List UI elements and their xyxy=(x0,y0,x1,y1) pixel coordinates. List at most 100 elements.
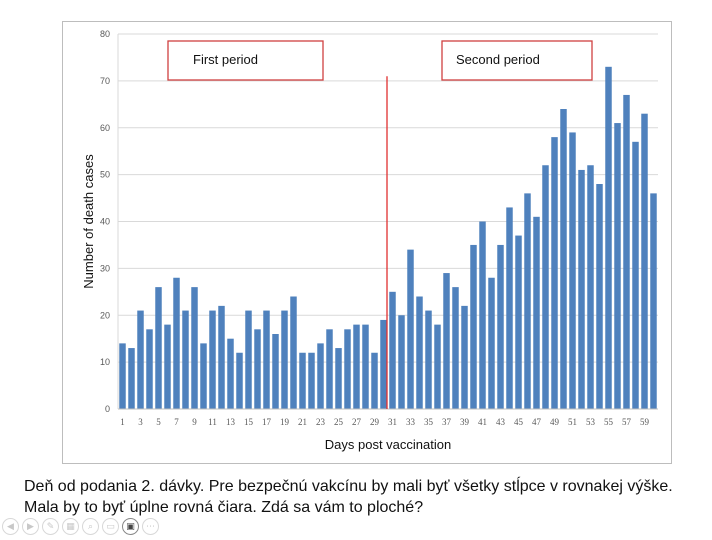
bar-day-46 xyxy=(524,193,531,409)
bar-day-3 xyxy=(137,310,144,409)
zoom-icon: ⌕ xyxy=(87,521,94,532)
x-tick-label: 11 xyxy=(208,417,217,427)
bar-day-40 xyxy=(470,244,477,409)
y-tick-label: 40 xyxy=(100,217,110,227)
bar-day-53 xyxy=(587,165,594,409)
bar-day-15 xyxy=(245,310,252,409)
bar-day-23 xyxy=(317,343,324,409)
more-options-button[interactable]: ⋯ xyxy=(142,518,159,535)
bar-day-14 xyxy=(236,352,243,409)
x-tick-label: 15 xyxy=(244,417,254,427)
bar-day-24 xyxy=(326,329,333,409)
camera-icon: ▣ xyxy=(126,521,135,532)
bar-day-31 xyxy=(389,291,396,409)
x-tick-label: 31 xyxy=(388,417,397,427)
presentation-toolbar: ◀ ▶ ✎ ▦ ⌕ ▭ ▣ ⋯ xyxy=(2,518,159,535)
bar-day-30 xyxy=(380,319,387,409)
bar-day-25 xyxy=(335,348,342,409)
bar-day-1 xyxy=(119,343,126,409)
x-tick-label: 39 xyxy=(460,417,470,427)
bar-day-20 xyxy=(290,296,297,409)
x-tick-label: 9 xyxy=(192,417,197,427)
subtitles-button[interactable]: ▭ xyxy=(102,518,119,535)
x-tick-label: 59 xyxy=(640,417,650,427)
annotation-box xyxy=(441,40,593,81)
x-tick-label: 17 xyxy=(262,417,272,427)
x-tick-label: 21 xyxy=(298,417,307,427)
bar-day-4 xyxy=(146,329,153,409)
x-tick-label: 45 xyxy=(514,417,524,427)
x-tick-label: 5 xyxy=(156,417,161,427)
bar-day-56 xyxy=(614,123,621,409)
bar-day-19 xyxy=(281,310,288,409)
bar-day-22 xyxy=(308,352,315,409)
slide-caption: Deň od podania 2. dávky. Pre bezpečnú va… xyxy=(24,476,673,518)
bar-day-59 xyxy=(641,113,648,409)
bar-day-52 xyxy=(578,169,585,409)
subtitles-icon: ▭ xyxy=(106,521,115,532)
previous-slide-button[interactable]: ◀ xyxy=(2,518,19,535)
x-tick-label: 3 xyxy=(138,417,143,427)
bar-day-32 xyxy=(398,315,405,409)
x-tick-label: 25 xyxy=(334,417,344,427)
bar-day-55 xyxy=(605,66,612,409)
second-period-label: Second period xyxy=(456,52,540,67)
bar-day-36 xyxy=(434,324,441,409)
camera-button[interactable]: ▣ xyxy=(122,518,139,535)
x-tick-label: 53 xyxy=(586,417,596,427)
bar-day-45 xyxy=(515,235,522,409)
bar-day-58 xyxy=(632,141,639,409)
x-tick-label: 37 xyxy=(442,417,452,427)
bar-day-7 xyxy=(173,277,180,409)
x-tick-label: 29 xyxy=(370,417,380,427)
y-tick-label: 70 xyxy=(100,76,110,86)
bar-day-51 xyxy=(569,132,576,409)
y-tick-label: 0 xyxy=(105,404,110,414)
y-tick-label: 60 xyxy=(100,123,110,133)
x-tick-label: 51 xyxy=(568,417,577,427)
y-tick-label: 30 xyxy=(100,263,110,273)
y-tick-label: 80 xyxy=(100,29,110,39)
bar-day-5 xyxy=(155,287,162,409)
x-tick-label: 47 xyxy=(532,417,542,427)
bar-day-47 xyxy=(533,216,540,409)
x-tick-label: 7 xyxy=(174,417,179,427)
bar-day-37 xyxy=(443,273,450,409)
y-tick-label: 10 xyxy=(100,357,110,367)
next-slide-button[interactable]: ▶ xyxy=(22,518,39,535)
slides-icon: ▦ xyxy=(66,521,75,532)
bar-day-9 xyxy=(191,287,198,409)
x-tick-label: 27 xyxy=(352,417,362,427)
bar-day-18 xyxy=(272,334,279,409)
x-tick-label: 55 xyxy=(604,417,614,427)
bar-day-13 xyxy=(227,338,234,409)
previous-icon: ◀ xyxy=(7,521,14,532)
more-icon: ⋯ xyxy=(146,521,155,532)
y-axis-title: Number of death cases xyxy=(81,154,96,289)
bar-day-11 xyxy=(209,310,216,409)
bar-day-39 xyxy=(461,305,468,409)
bar-day-41 xyxy=(479,221,486,409)
zoom-button[interactable]: ⌕ xyxy=(82,518,99,535)
first-period-label: First period xyxy=(193,52,258,67)
bar-day-26 xyxy=(344,329,351,409)
x-tick-label: 23 xyxy=(316,417,326,427)
bar-day-50 xyxy=(560,109,567,409)
annotation-box xyxy=(167,40,324,81)
y-tick-label: 20 xyxy=(100,310,110,320)
x-axis-title: Days post vaccination xyxy=(325,437,451,452)
bar-day-2 xyxy=(128,348,135,409)
bar-day-57 xyxy=(623,94,630,409)
bar-day-49 xyxy=(551,137,558,409)
caption-line-2: Mala by to byť úplne rovná čiara. Zdá sa… xyxy=(24,499,424,516)
bar-day-16 xyxy=(254,329,261,409)
bar-day-35 xyxy=(425,310,432,409)
bar-day-29 xyxy=(371,352,378,409)
all-slides-button[interactable]: ▦ xyxy=(62,518,79,535)
pen-button[interactable]: ✎ xyxy=(42,518,59,535)
bar-day-8 xyxy=(182,310,189,409)
bar-day-44 xyxy=(506,207,513,409)
bar-day-60 xyxy=(650,193,657,409)
next-icon: ▶ xyxy=(27,521,34,532)
bar-day-33 xyxy=(407,249,414,409)
